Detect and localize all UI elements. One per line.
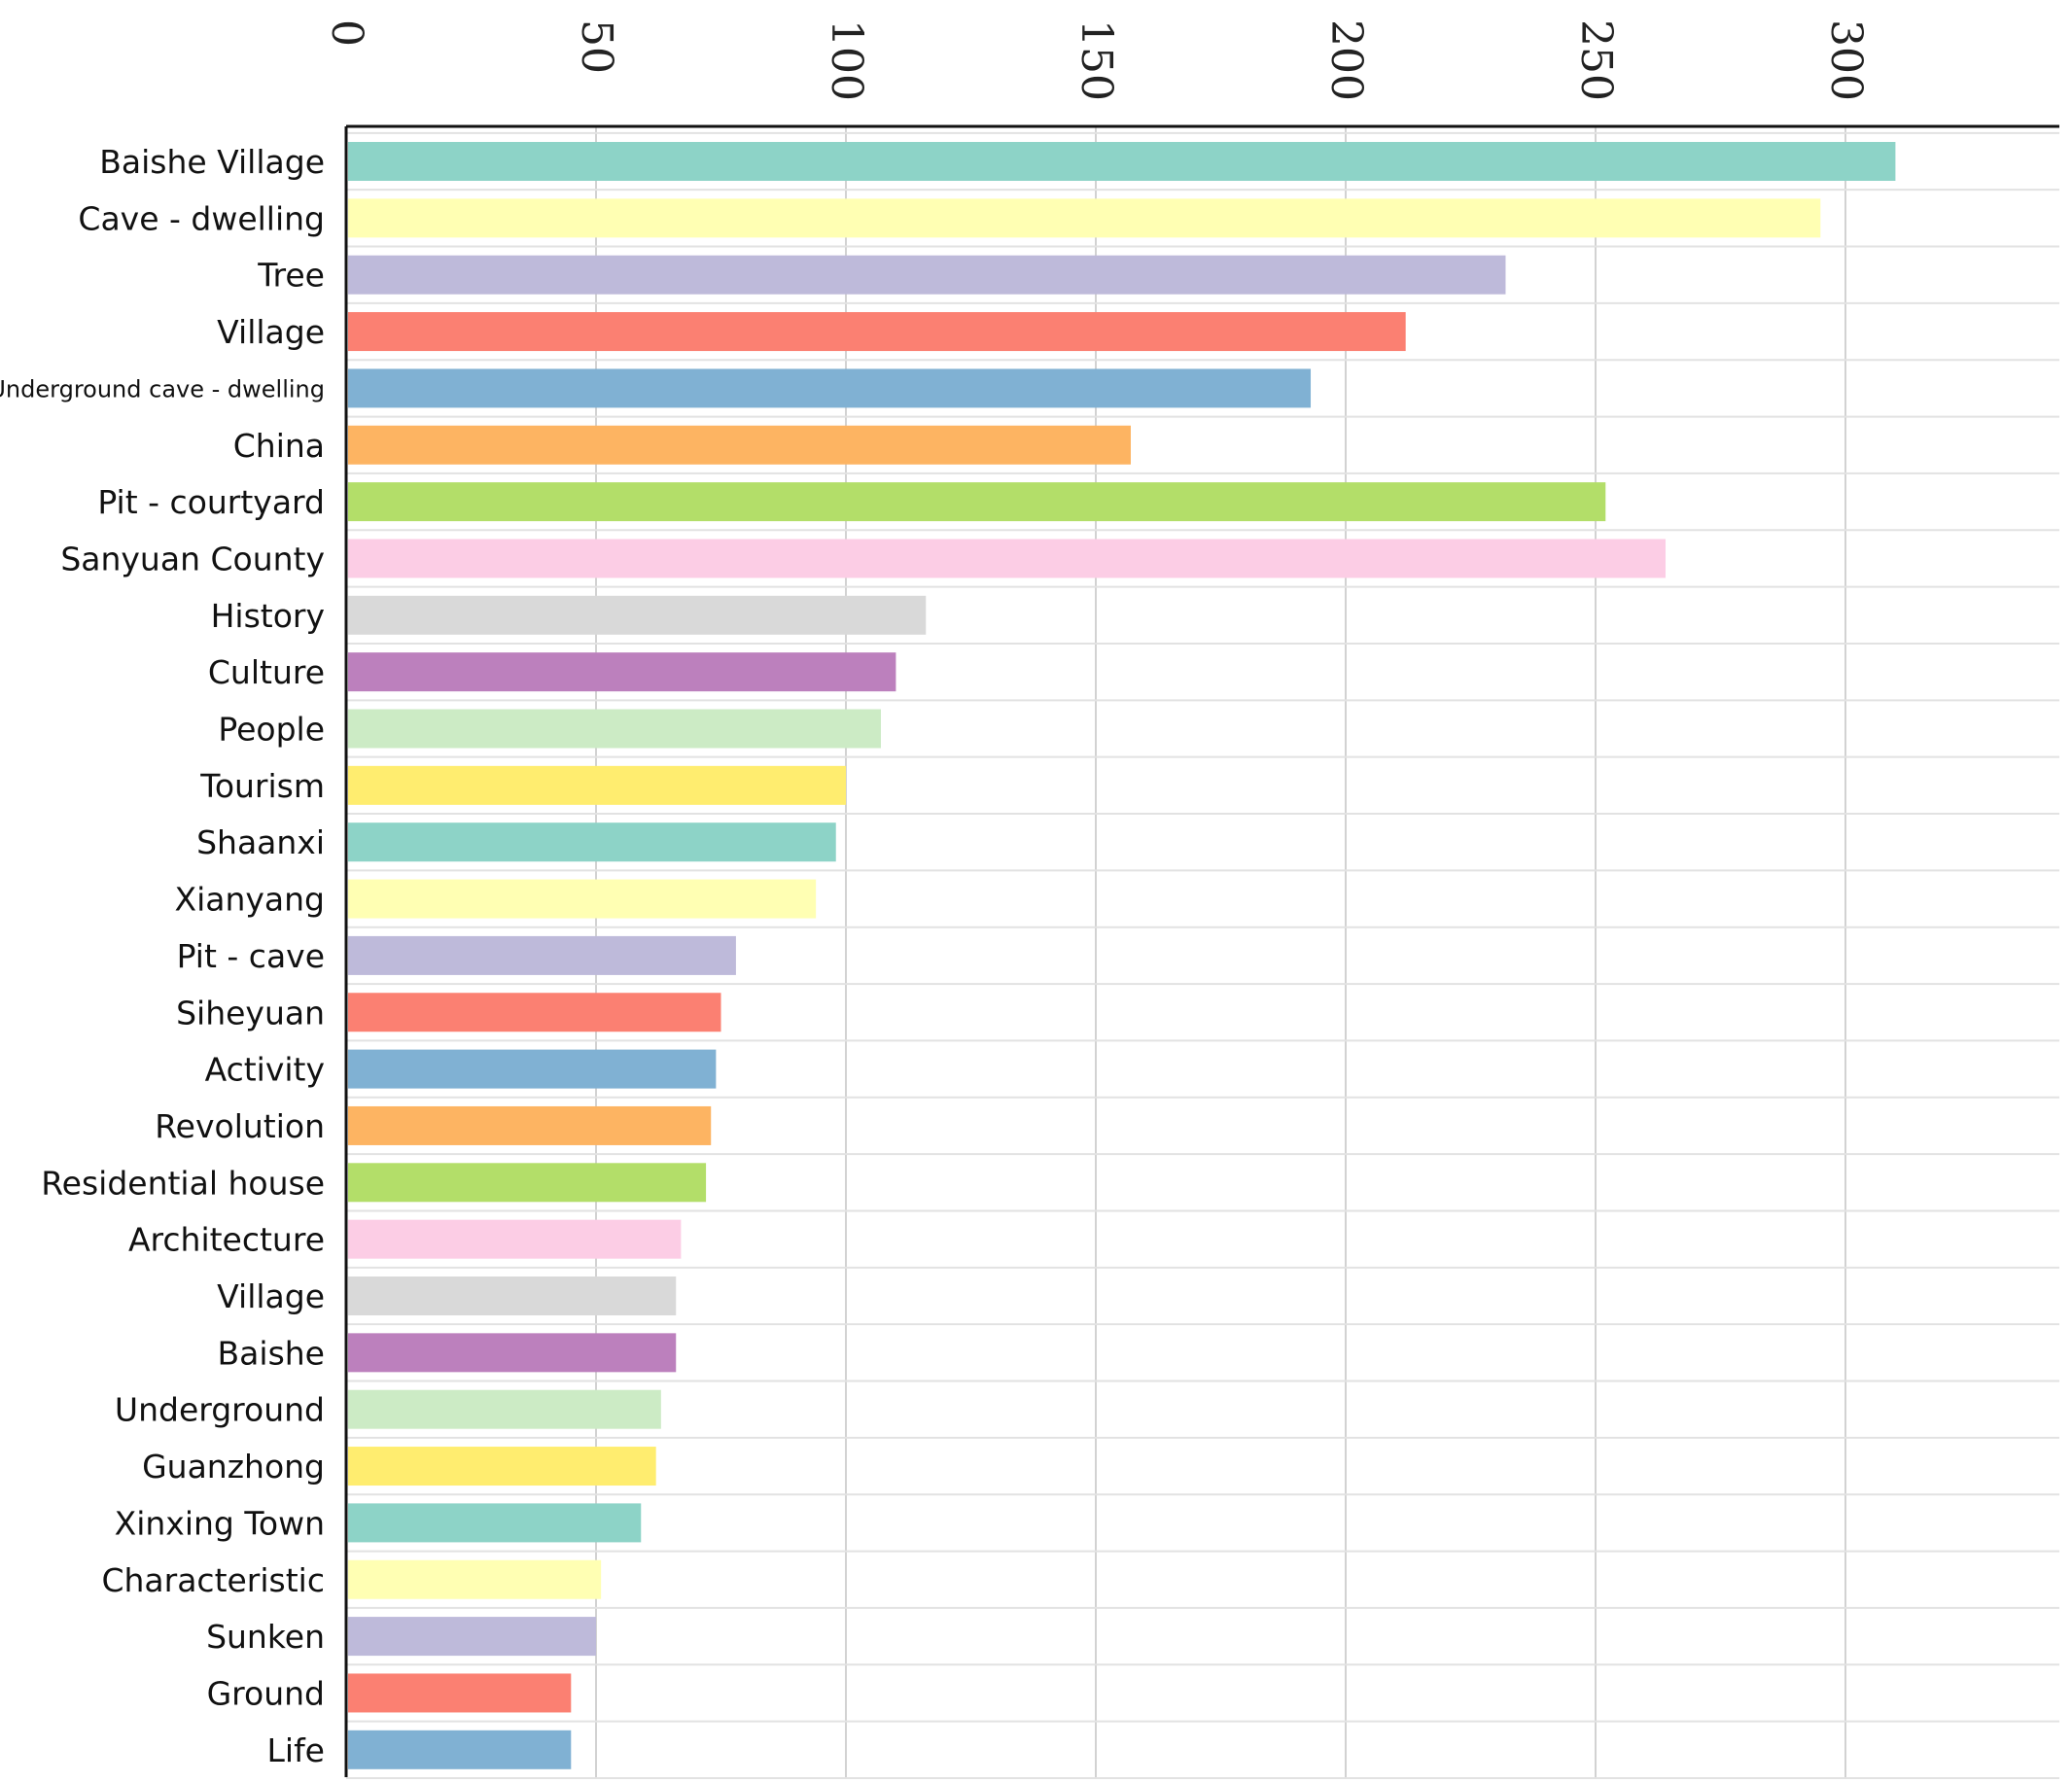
category-label: Xianyang bbox=[174, 881, 325, 919]
bar-ground bbox=[348, 1673, 572, 1713]
bar-tree bbox=[348, 255, 1506, 295]
bar-xianyang bbox=[348, 879, 817, 919]
category-label: Siheyuan bbox=[176, 994, 325, 1031]
bar-underground bbox=[348, 1389, 661, 1429]
category-label: Village bbox=[217, 313, 325, 351]
category-label: Sunken bbox=[206, 1618, 325, 1656]
category-label: Pit - cave bbox=[177, 937, 325, 975]
category-label: Underground bbox=[115, 1391, 325, 1429]
category-label: Characteristic bbox=[101, 1561, 325, 1599]
category-label: Cave - dwelling bbox=[78, 199, 325, 237]
x-tick-label: 100 bbox=[822, 19, 871, 101]
bar-guanzhong bbox=[348, 1447, 656, 1486]
x-tick-label: 250 bbox=[1571, 19, 1621, 101]
category-label: Ground bbox=[207, 1674, 325, 1712]
bar-sanyuan-county bbox=[348, 539, 1666, 578]
category-label: Sanyuan County bbox=[60, 540, 325, 577]
category-label: Guanzhong bbox=[142, 1448, 325, 1486]
bar-shaanxi bbox=[348, 822, 836, 862]
bar-cave-dwelling bbox=[348, 198, 1821, 238]
category-label: History bbox=[211, 597, 325, 635]
category-label: Activity bbox=[205, 1051, 325, 1089]
bar-pit-courtyard bbox=[348, 482, 1606, 522]
category-label: Pit - courtyard bbox=[97, 483, 325, 521]
bar-china bbox=[348, 425, 1131, 465]
bar-xinxing-town bbox=[348, 1503, 642, 1543]
category-label: Underground cave - dwelling bbox=[0, 375, 325, 402]
bar-village bbox=[348, 1276, 677, 1315]
bar-sunken bbox=[348, 1617, 596, 1657]
category-label: Residential house bbox=[41, 1164, 325, 1202]
bar-residential-house bbox=[348, 1163, 707, 1203]
x-tick-label: 50 bbox=[572, 19, 621, 74]
bar-architecture bbox=[348, 1219, 682, 1259]
category-label: Baishe Village bbox=[99, 143, 325, 181]
x-tick-label: 0 bbox=[322, 19, 371, 47]
category-label: Culture bbox=[208, 653, 325, 691]
bar-village bbox=[348, 312, 1406, 352]
bar-tourism bbox=[348, 765, 846, 805]
x-tick-label: 150 bbox=[1071, 19, 1121, 101]
category-label: Tourism bbox=[199, 767, 325, 805]
grid-layer bbox=[346, 126, 2059, 1779]
category-label: China bbox=[233, 427, 325, 465]
bar-pit-cave bbox=[348, 935, 736, 975]
category-label: Shaanxi bbox=[196, 823, 325, 861]
bar-life bbox=[348, 1730, 572, 1769]
x-tick-label: 300 bbox=[1821, 19, 1871, 101]
category-label: Revolution bbox=[155, 1107, 325, 1145]
category-label: Baishe bbox=[218, 1334, 325, 1372]
bar-characteristic bbox=[348, 1559, 602, 1599]
bar-underground-cave-dwelling bbox=[348, 368, 1312, 408]
bar-culture bbox=[348, 652, 896, 692]
x-tick-label: 200 bbox=[1321, 19, 1371, 101]
bar-siheyuan bbox=[348, 993, 721, 1032]
bar-activity bbox=[348, 1049, 717, 1089]
category-label: Architecture bbox=[128, 1221, 325, 1259]
axis-layer bbox=[344, 124, 2059, 1777]
category-label: Village bbox=[217, 1277, 325, 1315]
category-label: Tree bbox=[257, 257, 325, 295]
bar-people bbox=[348, 709, 881, 749]
bar-history bbox=[348, 595, 927, 635]
bar-revolution bbox=[348, 1105, 712, 1145]
bar-baishe bbox=[348, 1333, 677, 1373]
category-label: Life bbox=[267, 1731, 325, 1769]
bar-baishe-village bbox=[348, 142, 1896, 181]
category-label-layer: Baishe Village Cave - dwelling Tree Village… bbox=[0, 143, 325, 1769]
tick-label-layer: 0 50 100 150 200 250 300 bbox=[322, 19, 1871, 101]
bar-layer bbox=[348, 142, 1896, 1769]
category-label: People bbox=[218, 711, 325, 749]
category-label: Xinxing Town bbox=[115, 1504, 325, 1542]
